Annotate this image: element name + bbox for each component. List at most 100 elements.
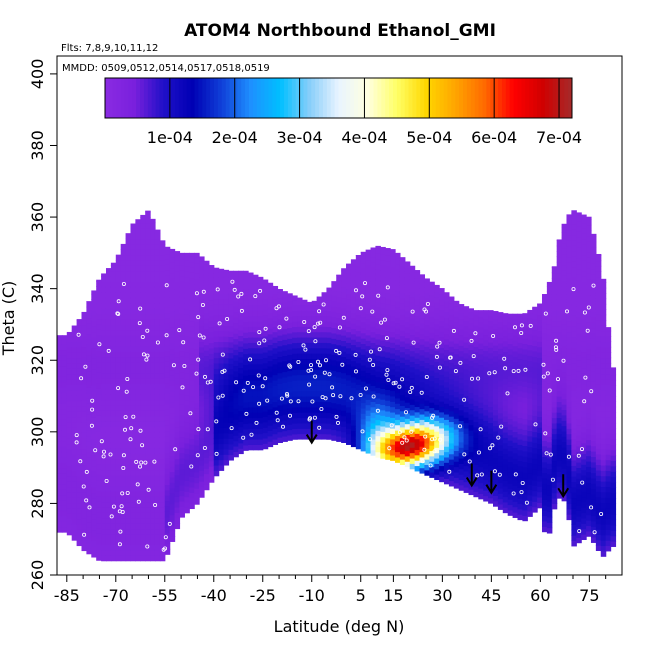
field-cell (586, 493, 592, 500)
field-cell (282, 317, 288, 324)
field-cell (125, 431, 132, 438)
field-cell (130, 549, 136, 556)
field-cell (350, 365, 357, 372)
field-cell (194, 273, 200, 280)
field-cell (301, 326, 308, 333)
field-cell (145, 469, 151, 476)
field-cell (257, 428, 264, 435)
field-cell (546, 318, 553, 325)
field-cell (179, 398, 185, 405)
field-cell (223, 293, 230, 300)
field-cell (292, 299, 298, 306)
field-cell (154, 458, 161, 465)
field-cell (140, 431, 146, 438)
field-cell (424, 464, 430, 471)
field-cell (444, 462, 450, 469)
field-cell (419, 328, 426, 334)
field-cell (135, 426, 141, 433)
field-cell (184, 367, 190, 374)
field-cell (164, 328, 171, 335)
field-cell (546, 522, 553, 529)
field-cell (81, 324, 87, 331)
field-cell (277, 367, 283, 374)
field-cell (566, 471, 572, 478)
field-cell (566, 229, 572, 236)
field-cell (532, 383, 538, 390)
field-cell (76, 502, 83, 509)
track-point (317, 309, 322, 314)
field-cell (605, 346, 612, 353)
field-cell (252, 342, 259, 349)
field-cell (532, 431, 538, 438)
field-cell (429, 364, 435, 371)
field-cell (561, 382, 568, 389)
field-cell (76, 432, 83, 439)
field-cell (576, 510, 582, 517)
field-cell (120, 340, 127, 347)
field-cell (497, 498, 504, 505)
field-cell (566, 224, 572, 231)
field-cell (380, 313, 386, 320)
field-cell (203, 468, 210, 475)
field-cell (414, 320, 421, 327)
field-cell (140, 281, 146, 288)
track-point (284, 391, 289, 396)
field-cell (287, 343, 293, 350)
field-cell (248, 396, 254, 402)
field-cell (350, 387, 357, 394)
field-cell (248, 315, 254, 322)
field-cell (61, 365, 68, 372)
field-cell (140, 362, 146, 368)
field-cell (532, 324, 538, 331)
field-cell (537, 394, 543, 401)
field-cell (145, 549, 151, 556)
field-cell (105, 480, 112, 487)
field-cell (458, 393, 465, 400)
field-cell (135, 469, 141, 476)
track-point (167, 521, 172, 526)
field-cell (605, 545, 612, 552)
field-cell (488, 449, 494, 456)
field-cell (493, 414, 499, 421)
field-cell (115, 490, 122, 497)
field-cell (448, 362, 455, 369)
field-cell (331, 343, 337, 350)
field-cell (169, 476, 176, 483)
field-cell (105, 549, 112, 556)
field-cell (355, 255, 362, 262)
field-cell (488, 374, 494, 381)
field-cell (120, 313, 127, 320)
field-cell (566, 353, 572, 360)
track-point (220, 352, 225, 357)
track-point (337, 350, 342, 355)
field-cell (184, 378, 190, 385)
field-cell (493, 387, 499, 394)
field-cell (517, 342, 523, 349)
field-cell (120, 447, 127, 454)
field-cell (600, 384, 607, 391)
field-cell (223, 336, 230, 343)
field-cell (581, 458, 587, 465)
field-cell (184, 453, 190, 460)
field-cell (493, 495, 499, 502)
field-cell (194, 391, 200, 398)
field-cell (282, 435, 288, 442)
field-cell (174, 335, 181, 342)
field-cell (566, 412, 572, 419)
field-cell (483, 318, 489, 325)
field-cell (326, 337, 332, 344)
field-cell (556, 261, 563, 268)
field-cell (326, 412, 332, 419)
field-cell (566, 288, 572, 295)
field-cell (448, 389, 455, 396)
field-cell (439, 454, 445, 461)
field-cell (105, 453, 112, 460)
field-cell (497, 312, 504, 317)
field-cell (120, 345, 127, 352)
field-cell (262, 427, 269, 434)
field-cell (101, 399, 107, 406)
field-cell (512, 463, 519, 470)
field-cell (184, 475, 190, 482)
field-cell (96, 307, 102, 314)
field-cell (208, 331, 215, 338)
